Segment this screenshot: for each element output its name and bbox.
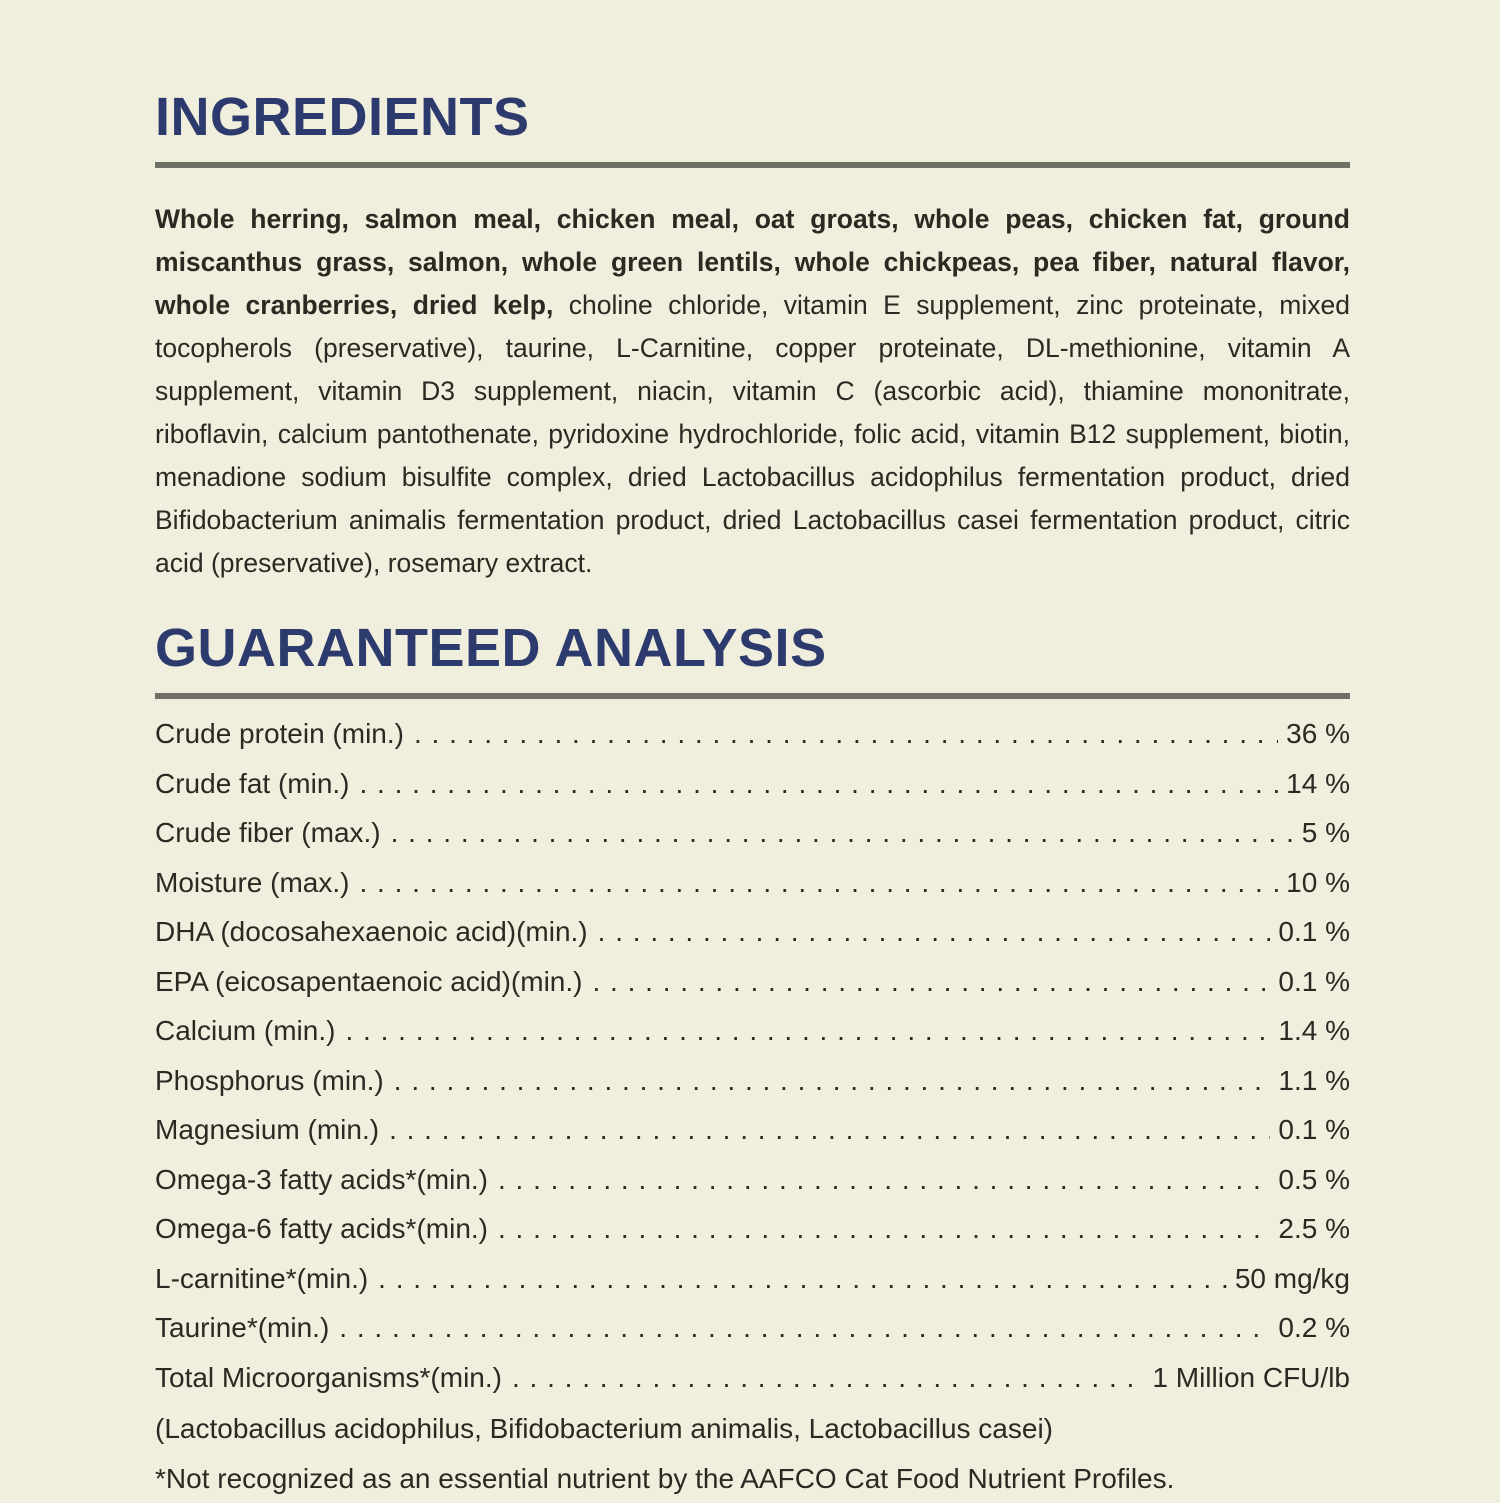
guaranteed-analysis-heading: GUARANTEED ANALYSIS [155, 621, 1350, 675]
analysis-row-value: 0.1 % [1278, 957, 1350, 1007]
dot-leader [498, 1155, 1270, 1205]
analysis-row-value: 0.1 % [1278, 1105, 1350, 1155]
dot-leader [378, 1254, 1227, 1304]
analysis-row-value: 14 % [1286, 759, 1350, 809]
analysis-row: Omega-3 fatty acids*(min.) 0.5 % [155, 1155, 1350, 1205]
analysis-row: DHA (docosahexaenoic acid)(min.) 0.1 % [155, 907, 1350, 957]
analysis-row: Omega-6 fatty acids*(min.) 2.5 % [155, 1204, 1350, 1254]
guaranteed-analysis-table: Crude protein (min.)36 %Crude fat (min.)… [155, 709, 1350, 1402]
analysis-row-value: 50 mg/kg [1235, 1254, 1350, 1304]
guaranteed-analysis-heading-rule [155, 693, 1350, 699]
analysis-row-label: Total Microorganisms*(min.) [155, 1353, 502, 1403]
analysis-row: Total Microorganisms*(min.) 1 Million CFU… [155, 1353, 1350, 1403]
dot-leader [345, 1006, 1270, 1056]
dot-leader [339, 1303, 1270, 1353]
analysis-row-label: Omega-6 fatty acids*(min.) [155, 1204, 488, 1254]
analysis-row: Phosphorus (min.) 1.1 % [155, 1056, 1350, 1106]
analysis-row-label: L-carnitine*(min.) [155, 1254, 368, 1304]
dot-leader [512, 1353, 1144, 1403]
ingredients-secondary-list: choline chloride, vitamin E supplement, … [155, 290, 1350, 578]
analysis-row-label: Crude fiber (max.) [155, 808, 381, 858]
analysis-row-label: Omega-3 fatty acids*(min.) [155, 1155, 488, 1205]
analysis-row: EPA (eicosapentaenoic acid)(min.) 0.1 % [155, 957, 1350, 1007]
analysis-row-label: Crude protein (min.) [155, 709, 404, 759]
analysis-row-value: 0.2 % [1278, 1303, 1350, 1353]
analysis-row: Crude protein (min.) 36 % [155, 709, 1350, 759]
analysis-row-label: Phosphorus (min.) [155, 1056, 384, 1106]
analysis-row-label: Taurine*(min.) [155, 1303, 329, 1353]
dot-leader [592, 957, 1270, 1007]
analysis-row: Crude fiber (max.) 5 % [155, 808, 1350, 858]
analysis-row-value: 1.4 % [1278, 1006, 1350, 1056]
analysis-row-value: 0.5 % [1278, 1155, 1350, 1205]
dot-leader [359, 858, 1278, 908]
dot-leader [394, 1056, 1271, 1106]
ingredients-heading: INGREDIENTS [155, 90, 1350, 144]
dot-leader [598, 907, 1271, 957]
analysis-row-label: DHA (docosahexaenoic acid)(min.) [155, 907, 588, 957]
analysis-row-label: EPA (eicosapentaenoic acid)(min.) [155, 957, 582, 1007]
analysis-row-value: 5 % [1302, 808, 1350, 858]
analysis-row-value: 1 Million CFU/lb [1152, 1353, 1350, 1403]
dot-leader [498, 1204, 1270, 1254]
analysis-row-value: 2.5 % [1278, 1204, 1350, 1254]
analysis-row: Taurine*(min.) 0.2 % [155, 1303, 1350, 1353]
analysis-row: L-carnitine*(min.) 50 mg/kg [155, 1254, 1350, 1304]
aafco-footnote: *Not recognized as an essential nutrient… [155, 1454, 1350, 1503]
analysis-row: Calcium (min.) 1.4 % [155, 1006, 1350, 1056]
dot-leader [360, 759, 1279, 809]
analysis-row-label: Magnesium (min.) [155, 1105, 379, 1155]
dot-leader [414, 709, 1278, 759]
microorganisms-species-note: (Lactobacillus acidophilus, Bifidobacter… [155, 1404, 1350, 1454]
analysis-row-value: 36 % [1286, 709, 1350, 759]
analysis-row: Crude fat (min.) 14 % [155, 759, 1350, 809]
dot-leader [389, 1105, 1270, 1155]
dot-leader [391, 808, 1294, 858]
analysis-row-value: 10 % [1286, 858, 1350, 908]
ingredients-heading-rule [155, 162, 1350, 168]
analysis-row-label: Crude fat (min.) [155, 759, 350, 809]
analysis-row-value: 0.1 % [1278, 907, 1350, 957]
analysis-footnotes: (Lactobacillus acidophilus, Bifidobacter… [155, 1404, 1350, 1503]
analysis-row-label: Moisture (max.) [155, 858, 349, 908]
analysis-row: Moisture (max.) 10 % [155, 858, 1350, 908]
analysis-row: Magnesium (min.) 0.1 % [155, 1105, 1350, 1155]
ingredients-paragraph: Whole herring, salmon meal, chicken meal… [155, 198, 1350, 585]
analysis-row-value: 1.1 % [1278, 1056, 1350, 1106]
analysis-row-label: Calcium (min.) [155, 1006, 335, 1056]
